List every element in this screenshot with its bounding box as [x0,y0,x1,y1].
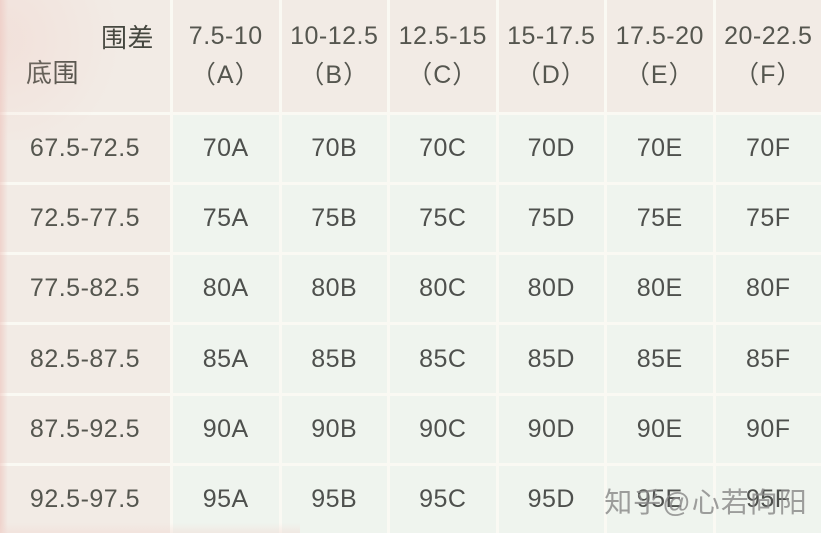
size-cell: 80F [715,255,821,323]
band-cell: 77.5-82.5 [0,255,170,323]
size-cell: 80A [173,255,279,323]
size-cell: 85E [607,325,713,393]
size-cell: 90F [715,395,821,463]
size-cell: 75F [715,185,821,253]
size-cell: 95C [390,465,496,533]
cup-letter-b: （B） [299,61,370,89]
cup-letter-c: （C） [407,61,479,89]
col-header-d: 15-17.5 （D） [498,0,604,112]
size-cell: 75D [498,185,604,253]
size-cell: 70D [498,115,604,183]
size-cell: 80E [607,255,713,323]
corner-header-cell: 围差 底围 [0,0,170,112]
size-cell: 90A [173,395,279,463]
band-cell: 67.5-72.5 [0,115,170,183]
col-header-e: 17.5-20 （E） [607,0,713,112]
size-cell: 85D [498,325,604,393]
band-cell: 72.5-77.5 [0,185,170,253]
col-header-c: 12.5-15 （C） [390,0,496,112]
size-cell: 95A [173,465,279,533]
size-cell: 80B [281,255,387,323]
band-cell: 82.5-87.5 [0,325,170,393]
size-cell: 70C [390,115,496,183]
size-cell: 90B [281,395,387,463]
diff-range-b: 10-12.5 [290,21,379,50]
size-cell: 75E [607,185,713,253]
diff-range-e: 17.5-20 [615,21,704,50]
size-cell: 80C [390,255,496,323]
col-header-b: 10-12.5 （B） [281,0,387,112]
cup-letter-d: （D） [515,61,587,89]
size-cell: 75B [281,185,387,253]
size-cell: 70F [715,115,821,183]
cup-difference-label: 围差 [100,23,154,53]
size-cell: 85C [390,325,496,393]
size-cell: 85B [281,325,387,393]
size-cell: 95E [607,465,713,533]
size-cell: 70B [281,115,387,183]
diff-range-c: 12.5-15 [398,21,487,50]
diff-range-a: 7.5-10 [188,21,263,50]
size-cell: 90D [498,395,604,463]
underband-label: 底围 [26,58,80,88]
band-cell: 92.5-97.5 [0,465,170,533]
size-cell: 90C [390,395,496,463]
size-cell: 85A [173,325,279,393]
size-cell: 75C [390,185,496,253]
size-cell: 75A [173,185,279,253]
size-cell: 95B [281,465,387,533]
col-header-a: 7.5-10 （A） [173,0,279,112]
size-cell: 85F [715,325,821,393]
band-cell: 87.5-92.5 [0,395,170,463]
diff-range-f: 20-22.5 [724,21,813,50]
diff-range-d: 15-17.5 [507,21,596,50]
cup-letter-f: （F） [734,61,803,89]
size-cell: 90E [607,395,713,463]
size-cell: 80D [498,255,604,323]
cup-letter-a: （A） [190,61,261,89]
size-cell: 95D [498,465,604,533]
size-cell: 70A [173,115,279,183]
col-header-f: 20-22.5 （F） [715,0,821,112]
size-cell: 70E [607,115,713,183]
cup-letter-e: （E） [624,61,695,89]
size-cell: 95F [715,465,821,533]
